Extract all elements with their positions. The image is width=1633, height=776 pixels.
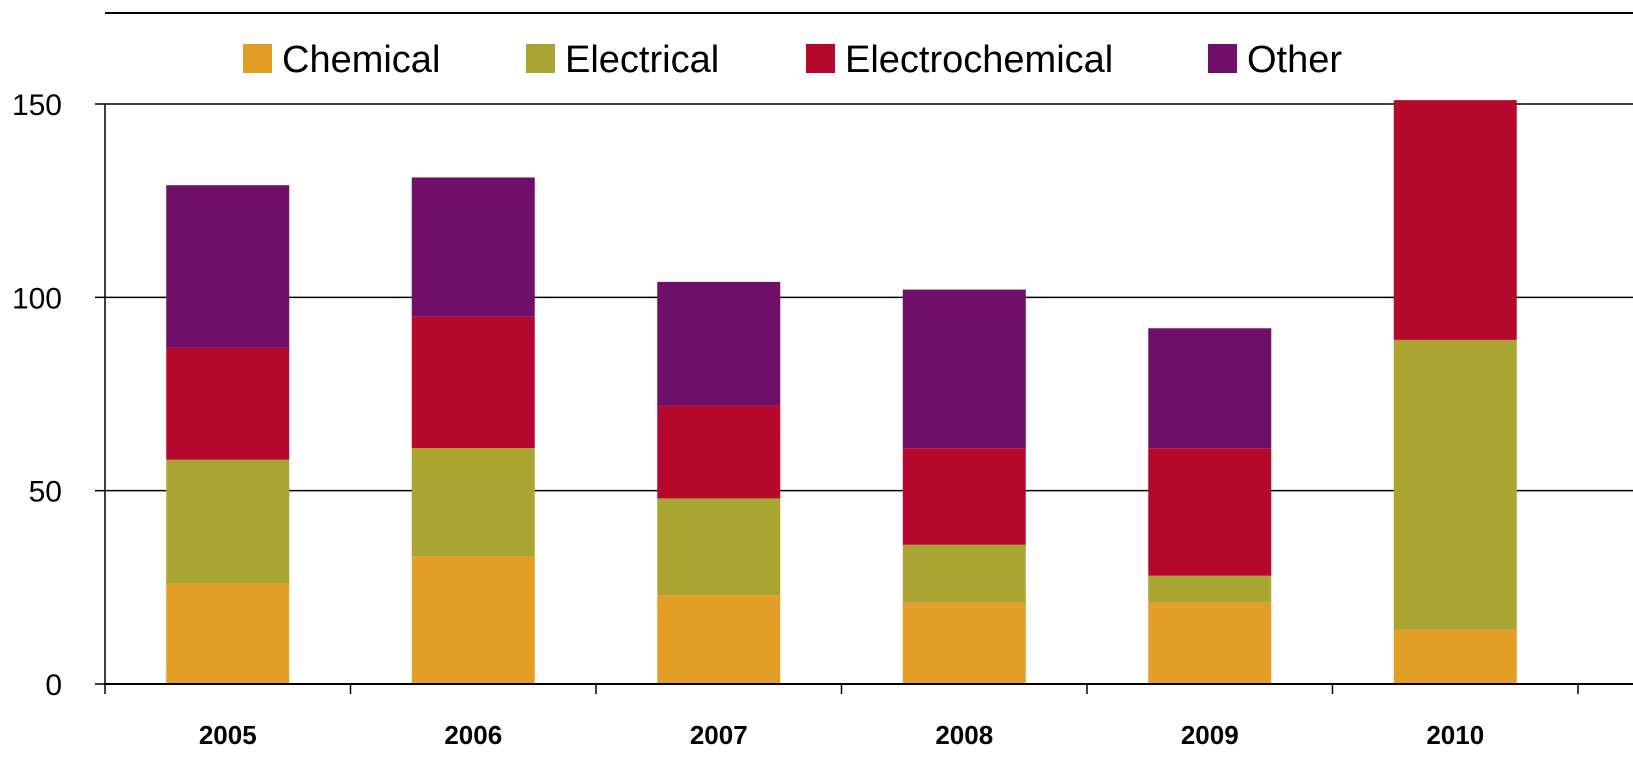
y-tick-label: 50	[29, 476, 62, 509]
y-tick-label: 100	[12, 282, 62, 315]
legend-label-electrochemical: Electrochemical	[845, 39, 1113, 81]
x-tick-label: 2006	[444, 720, 502, 750]
bar-electrical-2005	[166, 459, 290, 584]
bar-chemical-2006	[411, 556, 535, 684]
legend-label-other: Other	[1247, 39, 1342, 81]
bar-electrical-2009	[1148, 575, 1272, 603]
bar-chemical-2009	[1148, 602, 1272, 684]
bar-electrochemical-2006	[411, 316, 535, 449]
bar-other-2009	[1148, 328, 1272, 449]
axes: 0 50 100 150 2005 2006 2007 2008 2009 2010	[12, 89, 1633, 750]
bars	[166, 100, 1517, 684]
bar-electrical-2006	[411, 448, 535, 557]
bar-chemical-2005	[166, 583, 290, 684]
legend-swatch-electrical	[526, 44, 555, 73]
legend-swatch-electrochemical	[806, 44, 835, 73]
bar-electrochemical-2005	[166, 347, 290, 460]
bar-electrochemical-2010	[1393, 100, 1517, 340]
bar-other-2008	[902, 289, 1026, 449]
bar-electrical-2007	[657, 498, 781, 596]
bar-chemical-2008	[902, 602, 1026, 684]
y-tick-label: 0	[45, 669, 62, 702]
bar-electrochemical-2007	[657, 405, 781, 499]
y-tick-label: 150	[12, 89, 62, 122]
bar-other-2005	[166, 185, 290, 348]
legend: Chemical Electrical Electrochemical Other	[243, 39, 1342, 81]
legend-swatch-other	[1208, 44, 1237, 73]
legend-label-chemical: Chemical	[282, 39, 440, 81]
bar-other-2006	[411, 177, 535, 317]
x-tick-label: 2009	[1181, 720, 1239, 750]
legend-label-electrical: Electrical	[565, 39, 719, 81]
bar-electrochemical-2009	[1148, 448, 1272, 576]
bar-electrical-2010	[1393, 339, 1517, 630]
x-tick-label: 2005	[199, 720, 257, 750]
bar-chemical-2007	[657, 595, 781, 684]
gridlines	[105, 103, 1633, 492]
bar-chemical-2010	[1393, 629, 1517, 684]
x-tick-label: 2007	[690, 720, 748, 750]
bar-electrical-2008	[902, 544, 1026, 603]
x-tick-label: 2008	[935, 720, 993, 750]
bar-electrochemical-2008	[902, 448, 1026, 545]
bar-other-2007	[657, 281, 781, 406]
x-tick-label: 2010	[1426, 720, 1484, 750]
legend-swatch-chemical	[243, 44, 272, 73]
